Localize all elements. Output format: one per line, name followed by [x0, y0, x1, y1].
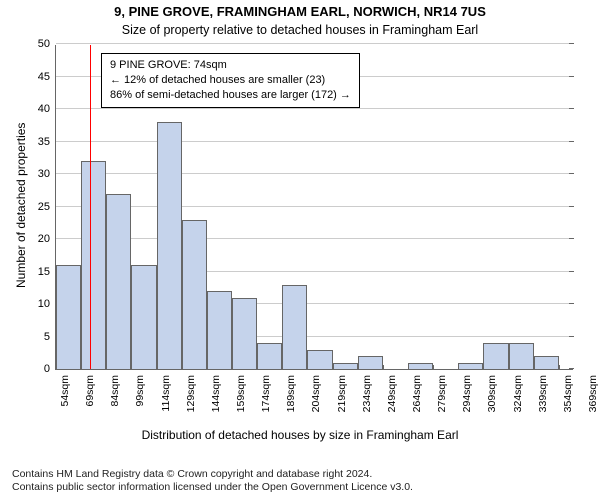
histogram-bar — [131, 265, 156, 369]
x-tick-mark — [106, 365, 107, 370]
x-tick-label: 114sqm — [160, 369, 172, 412]
y-tick-label: 35 — [38, 136, 56, 148]
footer-line-2: Contains public sector information licen… — [12, 481, 413, 494]
chart-title: 9, PINE GROVE, FRAMINGHAM EARL, NORWICH,… — [0, 4, 600, 19]
y-tick-label: 25 — [38, 201, 56, 213]
x-tick-mark — [232, 365, 233, 370]
annotation-line-2: ← 12% of detached houses are smaller (23… — [110, 73, 351, 88]
grid-line — [56, 206, 573, 207]
x-tick-label: 369sqm — [587, 369, 599, 412]
x-tick-mark — [207, 365, 208, 370]
x-tick-label: 249sqm — [386, 369, 398, 412]
x-tick-label: 69sqm — [84, 369, 96, 407]
chart-subtitle: Size of property relative to detached ho… — [0, 23, 600, 37]
x-tick-label: 204sqm — [310, 369, 322, 412]
x-tick-mark — [333, 365, 334, 370]
y-tick-mark — [569, 206, 574, 207]
x-tick-mark — [157, 365, 158, 370]
x-tick-label: 174sqm — [260, 369, 272, 412]
x-tick-label: 159sqm — [235, 369, 247, 412]
x-tick-label: 84sqm — [109, 369, 121, 407]
y-tick-mark — [569, 303, 574, 304]
grid-line — [56, 108, 573, 109]
y-tick-label: 15 — [38, 266, 56, 278]
histogram-bar — [358, 356, 383, 369]
y-tick-mark — [569, 43, 574, 44]
histogram-bar — [157, 122, 182, 369]
x-tick-label: 234sqm — [361, 369, 373, 412]
x-tick-mark — [182, 365, 183, 370]
reference-line — [90, 45, 91, 369]
x-tick-label: 219sqm — [336, 369, 348, 412]
histogram-bar — [307, 350, 332, 370]
grid-line — [56, 141, 573, 142]
x-tick-label: 54sqm — [59, 369, 71, 407]
histogram-bar — [207, 291, 232, 369]
annotation-line-3: 86% of semi-detached houses are larger (… — [110, 88, 351, 103]
x-tick-mark — [131, 365, 132, 370]
annotation-line-1: 9 PINE GROVE: 74sqm — [110, 58, 351, 73]
x-tick-mark — [282, 365, 283, 370]
histogram-bar — [282, 285, 307, 370]
y-tick-mark — [569, 336, 574, 337]
histogram-bar — [509, 343, 534, 369]
footer-line-1: Contains HM Land Registry data © Crown c… — [12, 468, 413, 481]
y-tick-mark — [569, 173, 574, 174]
histogram-bar — [106, 194, 131, 370]
x-tick-mark — [559, 365, 560, 370]
plot-area: 0510152025303540455054sqm69sqm84sqm99sqm… — [55, 45, 573, 370]
x-tick-mark — [358, 365, 359, 370]
y-tick-label: 5 — [44, 331, 56, 343]
x-tick-label: 354sqm — [562, 369, 574, 412]
x-tick-label: 99sqm — [134, 369, 146, 407]
y-tick-label: 50 — [38, 38, 56, 50]
x-tick-label: 129sqm — [185, 369, 197, 412]
x-tick-label: 294sqm — [461, 369, 473, 412]
x-tick-mark — [534, 365, 535, 370]
x-tick-mark — [458, 365, 459, 370]
x-tick-mark — [408, 365, 409, 370]
x-tick-mark — [257, 365, 258, 370]
y-tick-label: 20 — [38, 233, 56, 245]
y-tick-mark — [569, 108, 574, 109]
histogram-bar — [182, 220, 207, 370]
histogram-bar — [257, 343, 282, 369]
x-axis-label: Distribution of detached houses by size … — [0, 428, 600, 442]
y-axis-label: Number of detached properties — [14, 122, 28, 287]
annotation-box: 9 PINE GROVE: 74sqm← 12% of detached hou… — [101, 53, 360, 108]
x-tick-label: 264sqm — [411, 369, 423, 412]
y-tick-mark — [569, 271, 574, 272]
grid-line — [56, 238, 573, 239]
x-tick-mark — [81, 365, 82, 370]
histogram-bar — [232, 298, 257, 370]
histogram-bar — [483, 343, 508, 369]
y-tick-label: 45 — [38, 71, 56, 83]
x-tick-label: 309sqm — [486, 369, 498, 412]
x-tick-mark — [483, 365, 484, 370]
y-tick-label: 30 — [38, 168, 56, 180]
y-tick-mark — [569, 76, 574, 77]
x-tick-label: 279sqm — [436, 369, 448, 412]
histogram-bar — [81, 161, 106, 369]
y-tick-label: 10 — [38, 298, 56, 310]
x-tick-label: 339sqm — [537, 369, 549, 412]
x-tick-label: 144sqm — [210, 369, 222, 412]
y-tick-mark — [569, 238, 574, 239]
y-tick-label: 40 — [38, 103, 56, 115]
grid-line — [56, 43, 573, 44]
y-tick-mark — [569, 141, 574, 142]
x-tick-mark — [383, 365, 384, 370]
footer-attribution: Contains HM Land Registry data © Crown c… — [12, 468, 413, 494]
x-tick-mark — [56, 365, 57, 370]
histogram-bar — [56, 265, 81, 369]
grid-line — [56, 173, 573, 174]
x-tick-label: 189sqm — [285, 369, 297, 412]
x-tick-mark — [433, 365, 434, 370]
y-tick-label: 0 — [44, 363, 56, 375]
x-tick-label: 324sqm — [512, 369, 524, 412]
histogram-bar — [534, 356, 559, 369]
x-tick-mark — [307, 365, 308, 370]
x-tick-mark — [509, 365, 510, 370]
